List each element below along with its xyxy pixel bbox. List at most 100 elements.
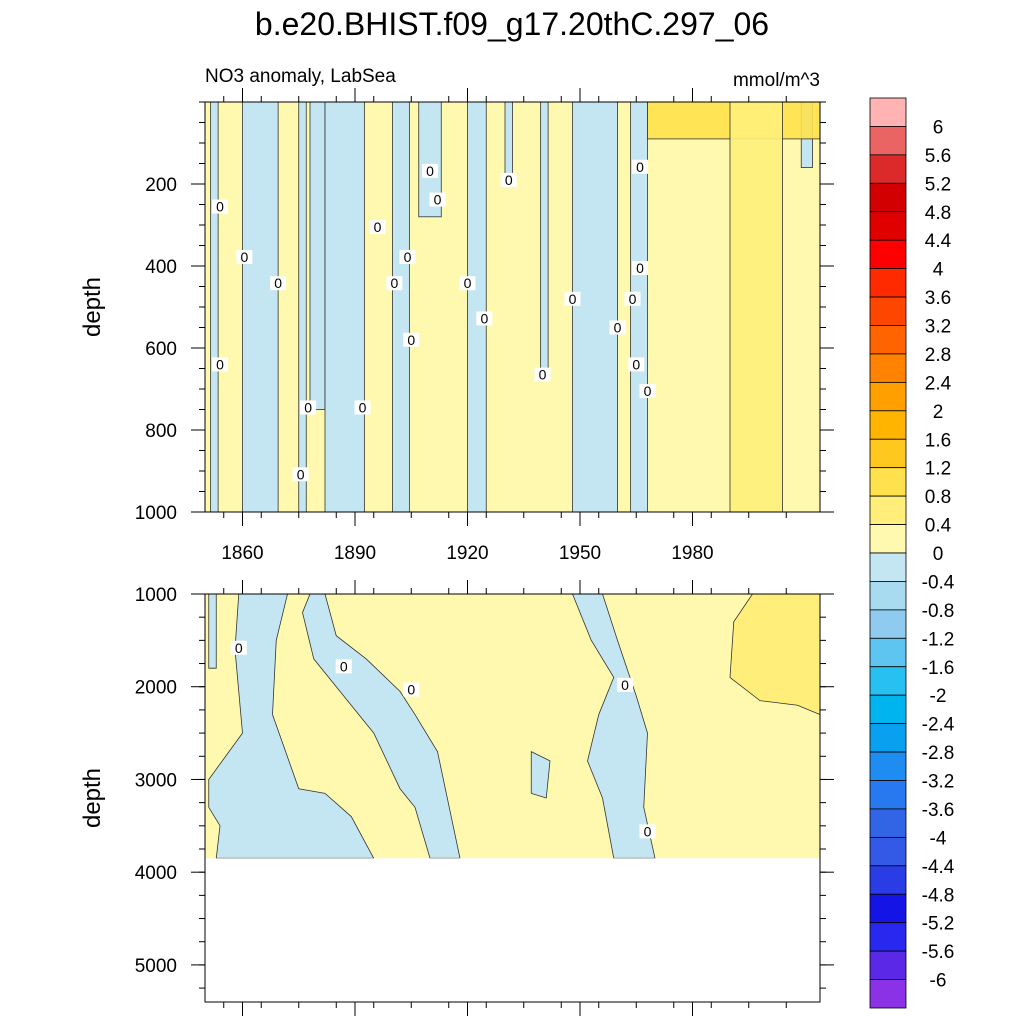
contour-label-box <box>230 640 247 655</box>
contour-label-box <box>354 400 371 415</box>
chart-subtitle: NO3 anomaly, LabSea <box>205 66 396 87</box>
colorbar-label: 0.8 <box>925 487 951 508</box>
contour-label: 0 <box>621 677 629 693</box>
contour-label: 0 <box>390 275 398 291</box>
colorbar-swatch <box>869 268 907 298</box>
contour-label-box <box>270 276 287 291</box>
contour-label-box <box>300 400 317 415</box>
contour-label-box <box>403 682 420 697</box>
negative-region <box>467 102 487 512</box>
y-tick-label: 1000 <box>135 503 177 524</box>
colorbar-swatch <box>869 296 907 326</box>
chart-title: b.e20.BHIST.f09_g17.20thC.297_06 <box>255 6 769 42</box>
contour-label: 0 <box>464 275 472 291</box>
contour-label: 0 <box>632 356 640 372</box>
colorbar-label: 0 <box>933 544 944 565</box>
colorbar-swatch <box>869 751 907 781</box>
colorbar-swatch <box>869 552 907 582</box>
colorbar-label: 0.4 <box>925 516 952 537</box>
chart-units: mmol/m^3 <box>733 70 820 91</box>
colorbar-swatch <box>869 325 907 355</box>
contour-label-box <box>632 261 648 276</box>
negative-region <box>630 102 648 512</box>
colorbar-label: -6 <box>930 971 947 992</box>
colorbar-swatch <box>869 865 907 895</box>
contour-label-box <box>429 192 446 207</box>
x-tick-label: 1860 <box>221 543 263 564</box>
y-tick-label: 1000 <box>135 585 177 606</box>
colorbar-label: -5.6 <box>922 942 955 963</box>
negative-region <box>572 102 618 512</box>
colorbar-label: -3.6 <box>922 800 955 821</box>
contour-label-box <box>292 467 309 482</box>
colorbar-swatch <box>869 524 907 554</box>
contour-label-box <box>609 320 626 335</box>
colorbar-label: -4 <box>930 828 947 849</box>
contour-label-box <box>628 357 645 372</box>
colorbar-label: -1.2 <box>922 629 955 650</box>
negative-region <box>392 102 410 512</box>
colorbar-swatch <box>869 154 907 184</box>
y-axis-label: depth <box>79 277 106 337</box>
colorbar-swatch <box>869 239 907 270</box>
colorbar-swatch <box>869 467 907 497</box>
contour-label-box <box>335 659 352 674</box>
contour-label-box <box>639 384 656 399</box>
colorbar-label: 4.4 <box>925 231 952 252</box>
contour-label-box <box>564 291 581 306</box>
negative-region <box>208 594 217 669</box>
positive-region <box>729 594 820 715</box>
colorbar-swatch <box>869 922 907 952</box>
contour-label: 0 <box>644 823 652 839</box>
y-tick-label: 2000 <box>135 678 177 699</box>
y-tick-label: 600 <box>145 339 177 360</box>
plot-frame <box>204 593 821 1003</box>
colorbar-swatch <box>869 438 907 469</box>
colorbar-label: -2.8 <box>922 743 955 764</box>
colorbar-label: 1.2 <box>925 459 951 480</box>
colorbar-swatch <box>869 381 907 412</box>
contour-label: 0 <box>404 249 412 265</box>
colorbar-label: 6 <box>933 117 944 138</box>
contour-label-box <box>624 291 641 306</box>
contour-label-box <box>386 276 403 291</box>
contour-label: 0 <box>407 332 415 348</box>
contour-label: 0 <box>434 192 442 208</box>
y-tick-label: 400 <box>145 257 177 278</box>
negative-region <box>324 102 365 512</box>
colorbar-swatch <box>869 609 907 639</box>
colorbar-label: 4.8 <box>925 203 951 224</box>
contour-label: 0 <box>359 399 367 415</box>
negative-region <box>298 102 307 512</box>
colorbar-swatch <box>869 808 907 838</box>
colorbar-label: -3.2 <box>922 772 955 793</box>
colorbar-swatch <box>869 353 907 383</box>
negative-region <box>504 102 513 177</box>
colorbar-label: 4 <box>933 260 944 281</box>
contour-label-box <box>617 677 633 692</box>
contour-label: 0 <box>240 249 248 265</box>
colorbar-label: -0.4 <box>922 572 955 593</box>
negative-region <box>309 102 326 410</box>
contour-label: 0 <box>644 383 652 399</box>
colorbar-label: 3.6 <box>925 288 951 309</box>
contour-label-box <box>422 163 438 178</box>
contour-label: 0 <box>407 682 415 698</box>
contour-label: 0 <box>235 640 243 656</box>
colorbar-swatch <box>869 666 907 696</box>
colorbar-label: 5.6 <box>925 146 951 167</box>
x-tick-label: 1950 <box>559 543 601 564</box>
colorbar-label: 5.2 <box>925 174 951 195</box>
colorbar-label: -4.4 <box>922 857 955 878</box>
colorbar-swatch <box>869 694 907 725</box>
colorbar-swatch <box>869 950 907 980</box>
contour-label: 0 <box>304 399 312 415</box>
colorbar-label: 2.4 <box>925 373 952 394</box>
negative-region <box>572 594 656 859</box>
negative-region <box>530 750 551 799</box>
contour-label-box <box>500 172 517 187</box>
contour-label: 0 <box>569 291 577 307</box>
